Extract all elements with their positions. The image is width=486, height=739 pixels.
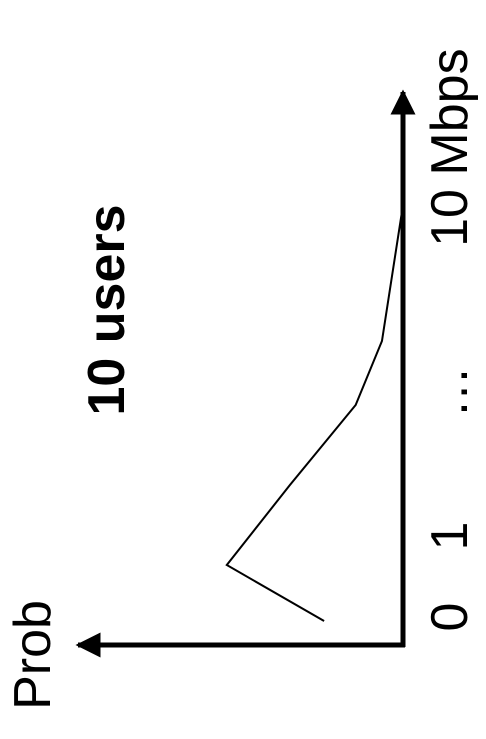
x-axis-unit-label: Mbps <box>421 48 479 175</box>
series-line <box>225 204 404 622</box>
x-tick-label-3: 10 <box>421 189 479 247</box>
y-axis-label: Prob <box>4 600 62 710</box>
x-tick-label-1: 1 <box>421 522 479 551</box>
x-tick-label-2: … <box>421 366 479 418</box>
chart-title: 10 users <box>78 204 136 415</box>
x-tick-label-0: 0 <box>421 603 479 632</box>
